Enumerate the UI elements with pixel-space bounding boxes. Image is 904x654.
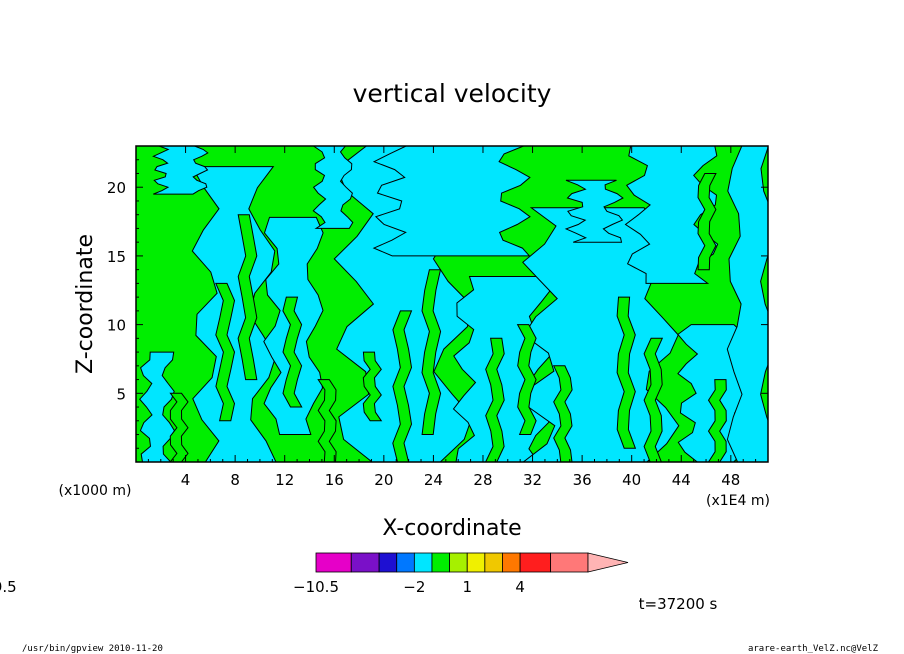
time-label: t=37200 s (639, 595, 718, 613)
positive-velocity-streak (552, 365, 573, 462)
negative-velocity-region (624, 146, 719, 284)
colorbar-segment (396, 552, 415, 573)
colorbar-tick-label: 19.5 (0, 578, 17, 596)
x-tick-label: 20 (374, 471, 393, 489)
footer-left: /usr/bin/gpview 2010-11-20 (22, 644, 163, 654)
colorbar-tick-label: 1 (462, 578, 472, 596)
colorbar (315, 552, 629, 573)
x-unit-left: (x1000 m) (59, 483, 132, 499)
positive-velocity-streak (616, 296, 637, 449)
positive-velocity-streak (392, 310, 413, 462)
x-tick-label: 24 (424, 471, 443, 489)
x-tick-label: 44 (672, 471, 691, 489)
positive-velocity-streak (707, 379, 727, 462)
y-axis: 5 10 15 20 (107, 159, 768, 449)
negative-velocity-region (726, 146, 768, 462)
colorbar-arrow (587, 552, 629, 573)
velocity-field (139, 146, 768, 462)
positive-velocity-streak (317, 379, 337, 462)
x-tick-label: 32 (523, 471, 542, 489)
positive-velocity-streak (697, 173, 717, 271)
x-tick-label: 28 (473, 471, 492, 489)
x-axis: 4 8 12 16 20 24 28 32 36 40 44 48 (147, 146, 757, 489)
colorbar-segment (502, 552, 521, 573)
colorbar-segment (378, 552, 398, 573)
colorbar-segment (466, 552, 486, 573)
positive-velocity-streak (215, 282, 236, 422)
plot-frame (135, 145, 769, 463)
chart-title: vertical velocity (353, 79, 552, 108)
x-tick-label: 4 (181, 471, 191, 489)
colorbar-segment (519, 552, 552, 573)
x-tick-label: 8 (230, 471, 240, 489)
y-tick-label: 20 (107, 179, 126, 197)
negative-velocity-region (312, 146, 354, 229)
positive-velocity-streak (362, 351, 383, 422)
positive-velocity-streak (485, 337, 505, 462)
colorbar-segment (350, 552, 380, 573)
footer-right: arare-earth_VelZ.nc@VelZ (748, 644, 879, 654)
colorbar-tick-label: 4 (515, 578, 525, 596)
positive-velocity-streak (421, 269, 442, 435)
colorbar-segment (550, 552, 589, 573)
x-tick-label: 16 (325, 471, 344, 489)
negative-velocity-region (372, 146, 531, 257)
positive-velocity-streak (516, 324, 537, 435)
x-unit-right: (x1E4 m) (706, 493, 770, 509)
positive-velocity-streak (282, 296, 303, 408)
positive-velocity-streak (237, 214, 258, 381)
colorbar-labels: −10.5 −2 1 4 19.5 (0, 578, 525, 596)
y-tick-label: 10 (107, 317, 126, 335)
colorbar-segment (431, 552, 451, 573)
colorbar-segment (413, 552, 433, 573)
y-tick-label: 15 (107, 248, 126, 266)
y-axis-label: Z-coordinate (73, 234, 98, 374)
colorbar-segment (449, 552, 468, 573)
positive-velocity-streak (643, 337, 664, 462)
x-tick-label: 36 (573, 471, 592, 489)
x-axis-label: X-coordinate (382, 516, 521, 541)
colorbar-tick-label: −2 (403, 578, 425, 596)
negative-velocity-region (152, 146, 209, 195)
colorbar-segment (484, 552, 503, 573)
negative-velocity-region (191, 166, 277, 462)
plot-area (135, 145, 769, 463)
x-tick-label: 12 (275, 471, 294, 489)
negative-velocity-region (564, 179, 624, 243)
colorbar-tick-label: −10.5 (293, 578, 339, 596)
x-tick-label: 48 (721, 471, 740, 489)
colorbar-segment (315, 552, 352, 573)
x-tick-label: 40 (622, 471, 641, 489)
positive-velocity-streak (169, 392, 189, 462)
y-tick-label: 5 (116, 385, 126, 403)
